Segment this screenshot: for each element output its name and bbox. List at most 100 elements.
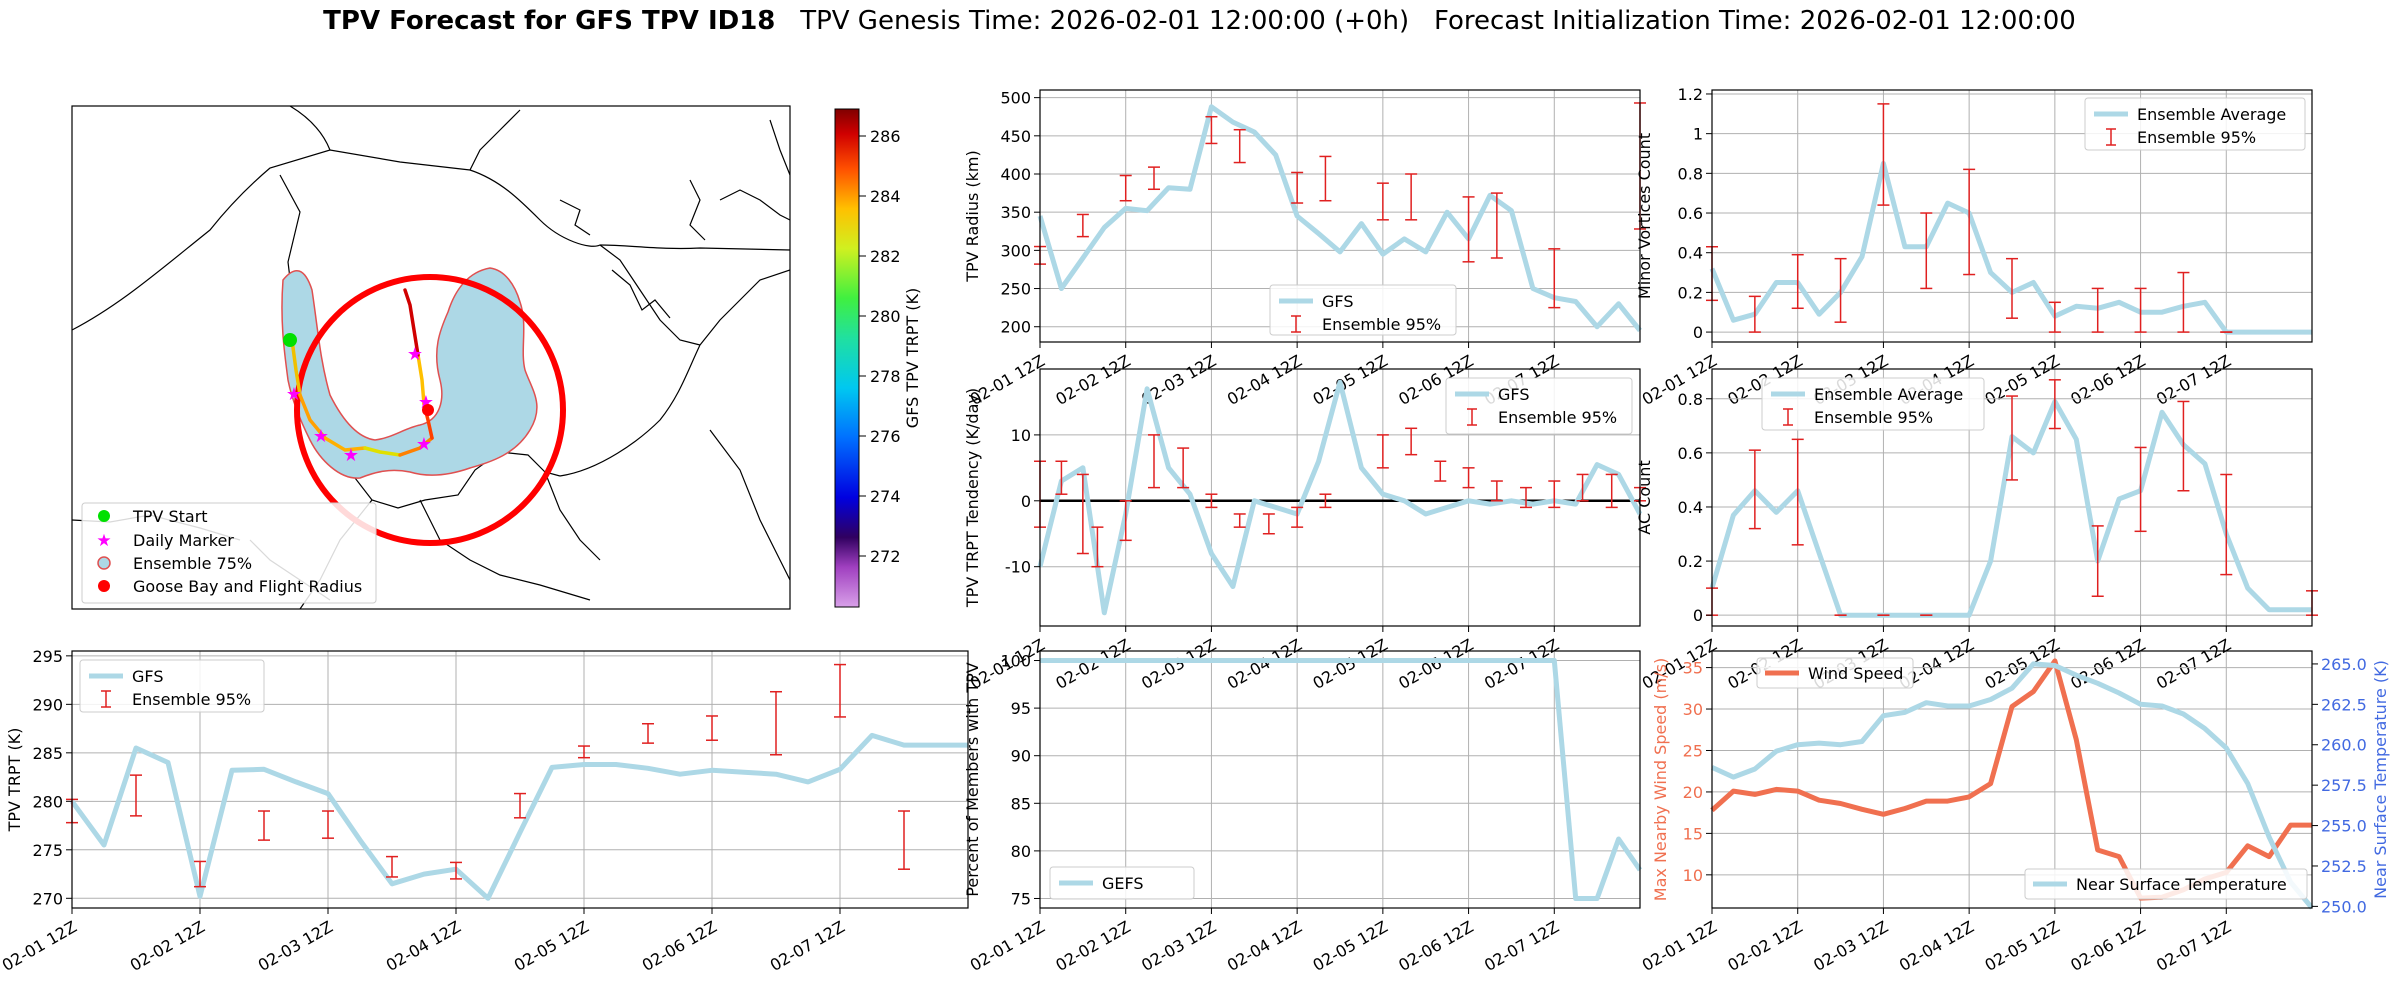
- series-line-wind-speed: [1710, 658, 2312, 901]
- y2-tick-label: 262.5: [2321, 695, 2367, 714]
- axes-frame: [1039, 89, 1641, 343]
- error-bar: [642, 722, 654, 744]
- error-bar: [2006, 257, 2018, 319]
- legend-frame: [1756, 657, 1914, 689]
- x-tick-label: 02-03 12Z: [1138, 635, 1219, 693]
- error-bar: [1376, 434, 1389, 469]
- x-tick-label: 02-03 12Z: [1810, 917, 1891, 975]
- series-line-gefs: [1040, 658, 1643, 901]
- axes-frame: [1711, 650, 2313, 909]
- colorbar-tick-label: 278: [870, 367, 901, 386]
- error-bar: [514, 792, 526, 819]
- error-bar: [1548, 248, 1561, 309]
- legend-temp: Near Surface Temperature: [2024, 868, 2308, 900]
- error-bar: [2091, 287, 2104, 333]
- error-bar: [706, 715, 718, 741]
- x-tick-label: 02-07 12Z: [767, 917, 848, 975]
- svg-text:★: ★: [407, 344, 423, 365]
- legend-label: Near Surface Temperature: [2076, 875, 2287, 894]
- axes-frame: [71, 650, 969, 909]
- axes-frame: [1039, 650, 1641, 909]
- legend-ensemble-icon: [97, 556, 111, 570]
- series-line-gfs: [1037, 379, 1643, 616]
- error-bar: [1376, 182, 1389, 221]
- y-tick-label: -10: [1005, 558, 1031, 577]
- y-tick-label: 30: [1683, 700, 1703, 719]
- error-bar: [450, 861, 462, 880]
- error-bar: [1462, 196, 1475, 263]
- y-tick-label: 0.8: [1678, 164, 1703, 183]
- y-tick-label: 450: [1000, 127, 1031, 146]
- x-tick-label: 02-06 12Z: [1395, 917, 1476, 975]
- error-bar: [1576, 473, 1589, 502]
- y-tick-label: 20: [1683, 783, 1703, 802]
- x-tick-label: 02-06 12Z: [2067, 351, 2148, 409]
- x-tick-label: 02-04 12Z: [383, 917, 464, 975]
- error-bar: [2091, 525, 2104, 597]
- y-tick-label: 250: [1000, 280, 1031, 299]
- x-tick-label: 02-02 12Z: [1052, 351, 1133, 409]
- genesis-time: TPV Genesis Time: 2026-02-01 12:00:00 (+…: [800, 6, 1410, 36]
- y-tick-label: 0.6: [1678, 204, 1703, 223]
- y-tick-label: 0: [1021, 492, 1031, 511]
- error-bar: [1233, 128, 1246, 164]
- x-tick-label: 02-06 12Z: [2067, 917, 2148, 975]
- error-bar: [770, 690, 782, 756]
- error-bar: [578, 745, 590, 759]
- error-bar: [1963, 168, 1976, 276]
- svg-text:★: ★: [286, 384, 302, 405]
- error-bar: [2220, 473, 2233, 576]
- legend-daily-label: Daily Marker: [133, 531, 234, 550]
- map-legend-frame: [81, 502, 377, 604]
- legend-frame: [2024, 868, 2308, 900]
- error-bar: [1233, 513, 1246, 528]
- y-tick-label: 1: [1693, 125, 1703, 144]
- y2-tick-label: 265.0: [2321, 655, 2367, 674]
- error-bar: [898, 810, 910, 870]
- map-panel: ★ ★ ★ ★ ★ ★ TPV Start ★ Daily Marker Ens…: [71, 105, 922, 610]
- y-tick-label: 0.2: [1678, 552, 1703, 571]
- y-tick-label: 280: [32, 792, 63, 811]
- legend: GFS Ensemble 95%: [79, 659, 265, 713]
- legend-label: GFS: [1322, 292, 1353, 311]
- legend-label: Ensemble Average: [2137, 105, 2286, 124]
- error-bar: [1834, 257, 1847, 323]
- tpv-track: [290, 288, 434, 457]
- error-bar: [1548, 480, 1561, 509]
- x-tick-label: 02-07 12Z: [2153, 917, 2234, 975]
- axes-frame: [1039, 368, 1641, 627]
- y-tick-label: 0.2: [1678, 283, 1703, 302]
- y-tick-label: 270: [32, 889, 63, 908]
- x-tick-label: 02-03 12Z: [1138, 917, 1219, 975]
- colorbar-tick-label: 280: [870, 307, 901, 326]
- legend-frame: [79, 659, 265, 713]
- axes-frame: [1711, 368, 2313, 627]
- figure-title-bold: TPV Forecast for GFS TPV ID18: [323, 6, 776, 36]
- legend-ensemble-label: Ensemble 75%: [133, 554, 252, 573]
- y2-tick-label: 257.5: [2321, 776, 2367, 795]
- colorbar-tick-label: 274: [870, 487, 901, 506]
- error-bar: [1076, 473, 1089, 555]
- flight-radius-circle: [294, 274, 566, 546]
- x-tick-label: 02-07 12Z: [1481, 635, 1562, 693]
- error-bar: [2177, 400, 2190, 492]
- x-tick-label: 02-01 12Z: [1639, 917, 1720, 975]
- x-tick-label: 02-01 12Z: [0, 917, 80, 975]
- y-tick-label: 0: [1693, 606, 1703, 625]
- y-tick-label: 400: [1000, 165, 1031, 184]
- y-tick-label: 350: [1000, 203, 1031, 222]
- legend-frame: [1761, 377, 1985, 431]
- colorbar: 272 274 276 278 280 282 284 286 GFS TPV TRPT (K…: [834, 108, 922, 608]
- y-tick-label: 95: [1011, 699, 1031, 718]
- goose-bay-marker: [422, 404, 434, 416]
- x-tick-label: 02-03 12Z: [255, 917, 336, 975]
- legend-frame: [2084, 97, 2306, 151]
- colorbar-tick-label: 286: [870, 127, 901, 146]
- map-border: [71, 105, 791, 610]
- x-tick-label: 02-07 12Z: [2153, 635, 2234, 693]
- error-bar: [194, 860, 206, 888]
- y-tick-label: 10: [1011, 426, 1031, 445]
- error-bar: [1920, 212, 1933, 290]
